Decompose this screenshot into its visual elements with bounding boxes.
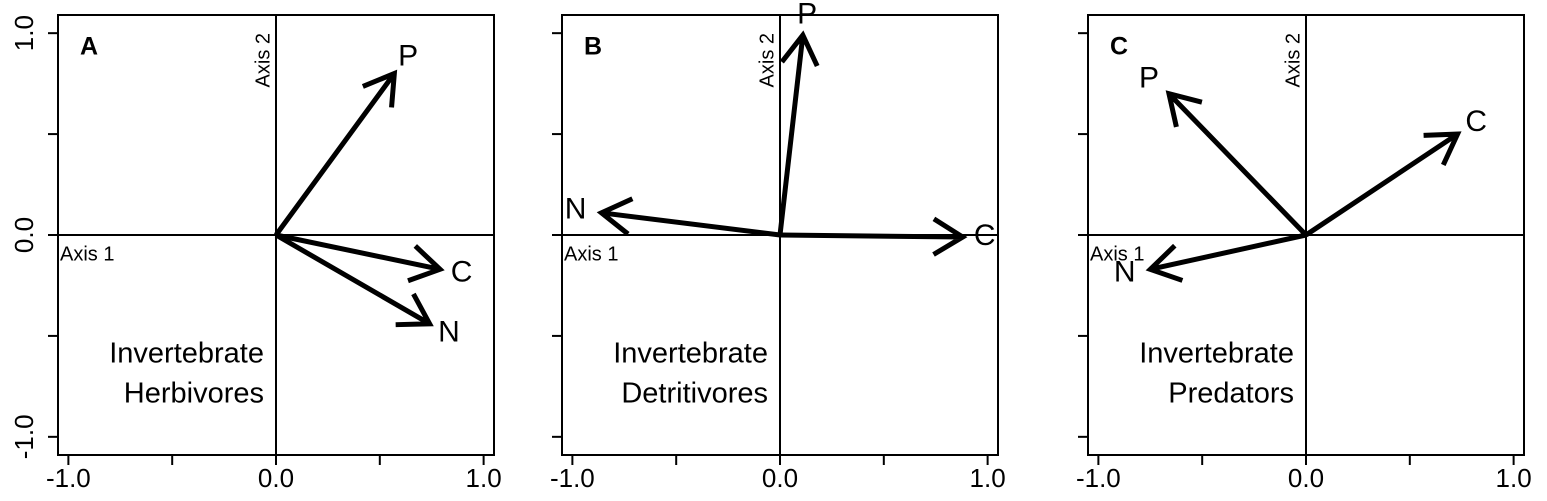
vector-label: N	[1114, 256, 1136, 289]
x-tick-label: 1.0	[970, 463, 1006, 493]
loading-vector	[1145, 232, 1307, 283]
group-label: Invertebrate	[109, 338, 264, 370]
group-label: Invertebrate	[1139, 338, 1294, 370]
vector-label: N	[438, 316, 460, 349]
axis-2-label: Axis 2	[1282, 33, 1304, 87]
group-label: Invertebrate	[613, 338, 768, 370]
loading-vector	[273, 69, 398, 237]
loading-vector	[274, 232, 434, 328]
x-tick-label: -1.0	[1076, 463, 1121, 493]
vector-label: C	[974, 219, 996, 252]
loading-vector	[777, 30, 820, 236]
panel-label: B	[584, 33, 602, 61]
loading-vector	[1165, 90, 1308, 237]
axis-2-label: Axis 2	[756, 33, 778, 87]
panel-label: A	[80, 33, 98, 61]
vector-label: P	[398, 39, 418, 72]
vector-label: N	[565, 192, 587, 225]
group-label: Herbivores	[124, 378, 264, 410]
loading-vector	[275, 232, 445, 284]
x-tick-label: -1.0	[46, 463, 91, 493]
x-tick-label: 0.0	[762, 463, 798, 493]
vector-label: C	[1465, 105, 1487, 138]
axis-1-label: Axis 1	[1090, 243, 1144, 265]
x-tick-label: 0.0	[1288, 463, 1324, 493]
loading-vector	[779, 216, 968, 257]
vector-label: P	[797, 0, 817, 30]
loading-vector	[596, 196, 781, 238]
x-tick-label: 0.0	[258, 463, 294, 493]
x-tick-label: -1.0	[550, 463, 595, 493]
y-tick-label: -1.0	[9, 414, 39, 459]
x-tick-label: 1.0	[1496, 463, 1532, 493]
loading-vector	[1304, 131, 1462, 238]
axis-2-label: Axis 2	[252, 33, 274, 87]
vector-label: C	[451, 255, 473, 288]
axis-1-label: Axis 1	[60, 243, 114, 265]
y-tick-label: 1.0	[9, 15, 39, 51]
vector-label: P	[1139, 61, 1159, 94]
x-tick-label: 1.0	[466, 463, 502, 493]
panel-label: C	[1110, 33, 1128, 61]
group-label: Predators	[1168, 378, 1294, 410]
y-tick-label: 0.0	[9, 217, 39, 253]
group-label: Detritivores	[621, 378, 768, 410]
axis-1-label: Axis 1	[564, 243, 618, 265]
